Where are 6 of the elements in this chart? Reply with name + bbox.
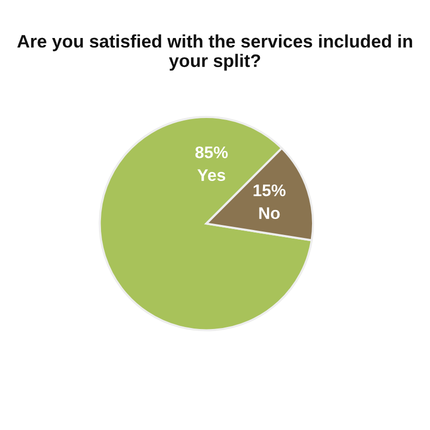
chart-title: Are you satisfied with the services included in your split? [17,34,412,71]
data-label: 15% [254,184,286,196]
data-label: 85% [195,146,228,158]
pie-slice [98,116,313,332]
slice-label: No [259,207,280,220]
slice-label: Yes [197,169,226,182]
